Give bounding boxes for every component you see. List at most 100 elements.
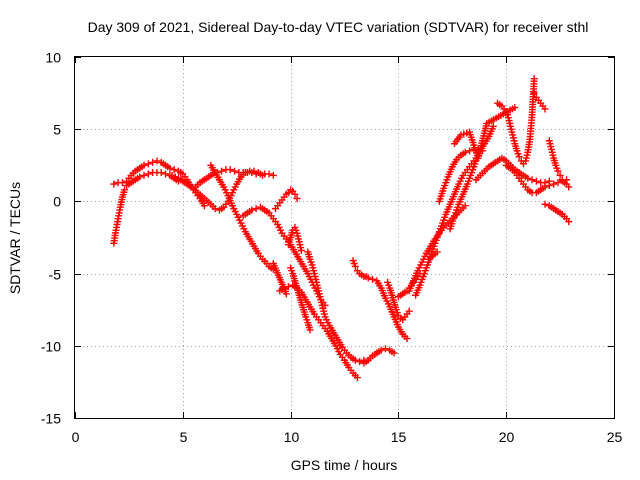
point-marker [110,180,118,188]
point-marker [545,182,553,190]
point-marker [524,174,532,182]
point-marker [209,170,217,178]
point-marker [149,158,157,166]
point-marker [541,105,549,113]
point-marker [461,202,469,210]
point-marker [489,122,497,130]
y-tick-label: 5 [53,122,61,138]
x-axis-label: GPS time / hours [291,457,398,473]
point-marker [351,356,359,364]
point-marker [136,173,144,181]
point-marker [162,170,170,178]
point-marker [554,167,562,175]
point-marker [118,179,126,187]
point-marker [351,262,359,270]
series-s13 [360,345,398,367]
series-s23 [530,89,549,113]
point-marker [269,171,277,179]
point-marker [211,205,219,213]
x-tick-label: 15 [391,429,407,445]
series-s25 [541,200,573,226]
x-tick-label: 0 [72,429,80,445]
point-marker [213,169,221,177]
series-s24 [545,137,573,191]
point-marker [405,307,413,315]
point-marker [541,200,549,208]
series-s6 [239,203,329,309]
x-tick-label: 25 [607,429,623,445]
point-marker [297,246,305,254]
point-marker [528,176,536,184]
point-marker [530,89,538,97]
point-marker [293,195,301,203]
point-marker [353,374,361,382]
point-marker [530,75,538,83]
point-marker [144,170,152,178]
point-marker [403,335,411,343]
point-marker [377,346,385,354]
point-marker [121,186,129,194]
point-marker [550,180,558,188]
series-s1 [110,169,182,247]
point-marker [369,275,377,283]
point-marker [291,190,299,198]
series-s2 [110,157,208,210]
point-marker [248,206,256,214]
point-marker [556,171,564,179]
point-marker [515,153,523,161]
point-marker [231,167,239,175]
point-marker [157,169,165,177]
x-tick-label: 20 [499,429,515,445]
point-marker [466,147,474,155]
series-s7 [272,186,301,213]
point-marker [265,170,273,178]
y-tick-label: -5 [49,267,62,283]
point-marker [248,169,256,177]
point-marker [433,248,441,256]
series-s20 [494,75,538,168]
point-marker [381,345,389,353]
series-s14 [384,278,413,324]
point-marker [364,274,372,282]
axis-ticks: 0 5 10 15 20 25 -15 -10 -5 0 5 10 [41,50,623,446]
series-s11 [287,264,314,334]
point-marker [140,171,148,179]
y-tick-label: 0 [53,194,61,210]
series-s4 [207,161,277,273]
point-marker [532,177,540,185]
point-marker [541,183,549,191]
point-marker [166,164,174,172]
y-axis-label: SDTVAR / TECUs [7,182,23,294]
point-marker [554,179,562,187]
point-marker [170,166,178,174]
series-s17 [405,202,469,295]
point-marker [140,161,148,169]
point-marker [226,166,234,174]
point-marker [168,171,176,179]
x-tick-label: 10 [284,429,300,445]
point-marker [511,104,519,112]
point-marker [565,218,573,226]
series-s5 [192,166,277,191]
plot-frame [74,56,615,419]
series-s10 [284,223,305,254]
chart-title: Day 309 of 2021, Sidereal Day-to-day VTE… [88,19,589,35]
point-marker [200,202,208,210]
point-marker [171,173,179,181]
x-tick-label: 5 [180,429,188,445]
point-marker [565,183,573,191]
y-tick-label: -15 [41,411,61,427]
series-s26 [269,104,519,298]
point-marker [282,290,290,298]
point-marker [153,157,161,165]
data-points [110,75,573,382]
point-marker [461,148,469,156]
point-marker [306,326,314,334]
point-marker [144,160,152,168]
point-marker [356,358,364,366]
grid [75,57,614,418]
point-marker [252,205,260,213]
series-s12 [349,257,411,343]
y-tick-label: 10 [45,50,61,66]
